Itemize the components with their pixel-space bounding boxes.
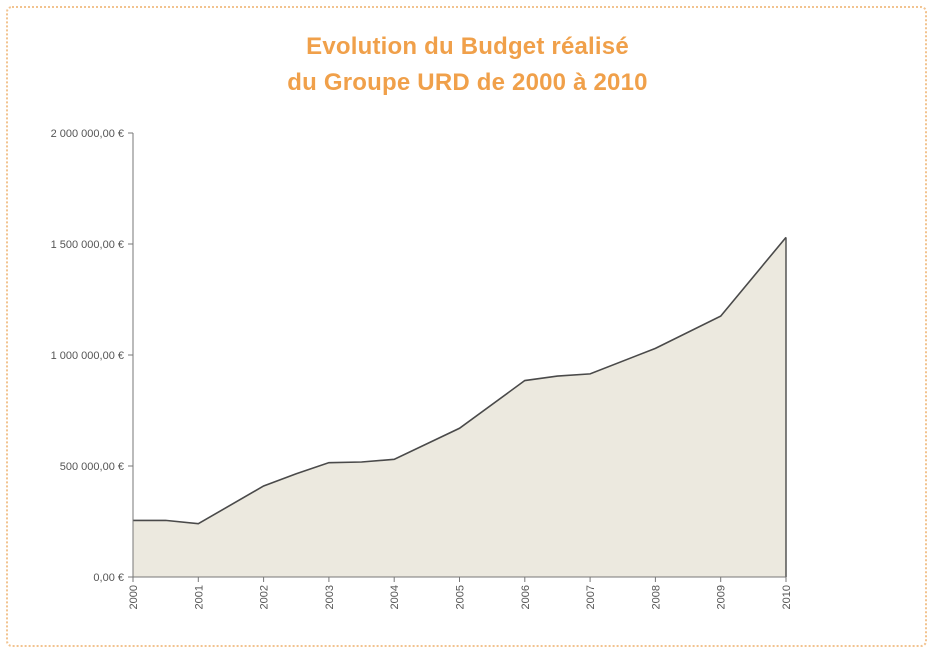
y-tick-label: 1 500 000,00 € bbox=[51, 239, 124, 251]
y-tick-label: 1 000 000,00 € bbox=[51, 350, 124, 362]
x-tick-label: 2000 bbox=[128, 585, 140, 609]
plot-area bbox=[133, 236, 787, 577]
y-axis: 0,00 € 500 000,00 € 1 000 000,00 € 1 500 00… bbox=[51, 128, 134, 584]
x-tick-label: 2006 bbox=[520, 585, 532, 609]
x-tick-label: 2007 bbox=[585, 585, 597, 609]
x-tick-label: 2005 bbox=[455, 585, 467, 609]
chart-title-line-2: du Groupe URD de 2000 à 2010 bbox=[287, 69, 648, 96]
y-tick-label: 2 000 000,00 € bbox=[51, 128, 124, 140]
x-tick-label: 2008 bbox=[650, 585, 662, 609]
x-tick-label: 2003 bbox=[324, 585, 336, 609]
x-tick-label: 2010 bbox=[781, 585, 793, 609]
x-axis: 2000 2001 2002 2003 2004 2005 2006 2007 2008 2009… bbox=[128, 576, 793, 609]
series-line bbox=[133, 236, 787, 525]
y-tick-label: 500 000,00 € bbox=[60, 461, 124, 473]
x-tick-label: 2009 bbox=[716, 585, 728, 609]
y-tick-label: 0,00 € bbox=[93, 572, 124, 584]
x-tick-label: 2004 bbox=[389, 585, 401, 609]
x-tick-label: 2001 bbox=[193, 585, 205, 609]
x-tick-label: 2002 bbox=[259, 585, 271, 609]
chart-title-line-1: Evolution du Budget réalisé bbox=[306, 33, 629, 60]
area-fill bbox=[133, 237, 786, 577]
